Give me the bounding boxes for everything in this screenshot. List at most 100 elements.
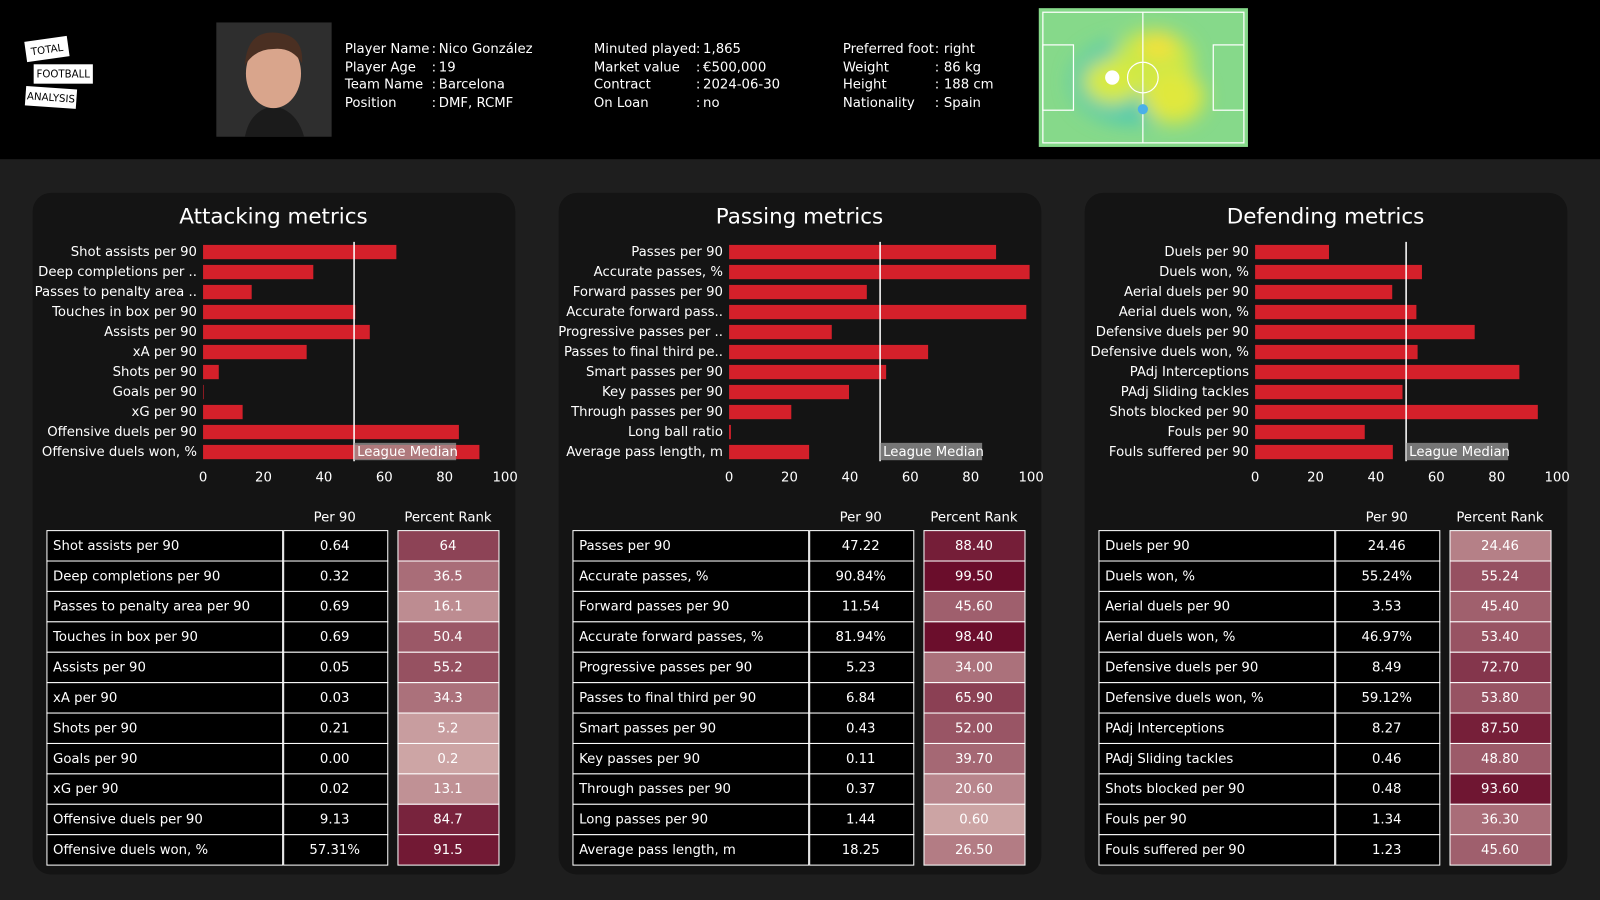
rank-value: 87.50 (1481, 721, 1519, 736)
rank-cell (923, 621, 1026, 653)
info-separator: : (696, 96, 700, 111)
table-cell (283, 560, 389, 592)
info-label: Weight (843, 60, 889, 75)
bar (203, 244, 397, 260)
column-header: Percent Rank (404, 510, 491, 525)
rank-cell (397, 621, 500, 653)
x-tick-label: 20 (255, 471, 272, 486)
x-tick-label: 40 (1367, 471, 1384, 486)
bar (1255, 244, 1329, 260)
rank-cell (397, 712, 500, 744)
table-cell (809, 712, 915, 744)
per90-value: 0.21 (320, 721, 350, 736)
median-label: League Median (883, 445, 984, 460)
rank-cell (1449, 621, 1552, 653)
x-tick-label: 0 (1251, 471, 1259, 486)
table-cell (283, 803, 389, 836)
bar (1255, 304, 1417, 320)
metric-name: xA per 90 (53, 691, 117, 706)
table-cell (572, 712, 810, 744)
avg-position (1137, 104, 1148, 115)
photo-hair (244, 32, 303, 66)
table-cell (283, 590, 389, 623)
info-separator: : (935, 78, 939, 93)
x-tick-label: 0 (725, 471, 733, 486)
rank-value: 53.80 (1481, 691, 1519, 706)
logo-text: ANALYSIS (27, 91, 76, 105)
table-cell (46, 773, 284, 805)
x-tick-label: 100 (1544, 471, 1569, 486)
table-cell (46, 590, 284, 623)
bar (203, 264, 314, 280)
column-header: Percent Rank (930, 510, 1017, 525)
rank-cell (1449, 651, 1552, 684)
rank-cell (923, 590, 1026, 623)
y-tick-label: Smart passes per 90 (586, 365, 723, 380)
y-tick-label: Offensive duels won, % (42, 445, 197, 460)
per90-value: 1.44 (846, 813, 876, 828)
pitch-line (1212, 44, 1245, 111)
rank-value: 50.4 (433, 630, 463, 645)
pitch-line (1042, 44, 1075, 111)
y-tick-label: Defensive duels per 90 (1096, 325, 1249, 340)
rank-cell (923, 742, 1026, 775)
per90-value: 46.97% (1361, 630, 1412, 645)
info-label: Height (843, 78, 887, 93)
rank-value: 98.40 (955, 630, 993, 645)
metric-name: Smart passes per 90 (579, 721, 716, 736)
column-header: Per 90 (1366, 510, 1408, 525)
info-value: Spain (944, 96, 981, 111)
y-tick-label: Fouls per 90 (1167, 425, 1249, 440)
per90-value: 0.43 (846, 721, 876, 736)
bar (1255, 344, 1418, 360)
bar (1255, 384, 1403, 400)
median-label-bg (1406, 442, 1509, 461)
column-header: Percent Rank (1456, 510, 1543, 525)
metric-name: Progressive passes per 90 (579, 661, 752, 676)
table-cell (809, 530, 915, 562)
table-cell (809, 621, 915, 653)
x-tick-label: 20 (1307, 471, 1324, 486)
y-tick-label: Passes to final third pe.. (564, 345, 723, 360)
y-tick-label: Accurate passes, % (594, 265, 723, 280)
metric-name: Fouls suffered per 90 (1105, 843, 1245, 858)
column-header: Per 90 (314, 510, 356, 525)
x-tick-label: 100 (492, 471, 517, 486)
y-tick-label: Forward passes per 90 (573, 285, 723, 300)
metric-name: Aerial duels per 90 (1105, 600, 1230, 615)
per90-value: 11.54 (842, 600, 880, 615)
y-tick-label: Touches in box per 90 (51, 305, 197, 320)
rank-value: 53.40 (1481, 630, 1519, 645)
y-tick-label: PAdj Interceptions (1130, 365, 1249, 380)
rank-value: 24.46 (1481, 539, 1519, 554)
table-cell (46, 560, 284, 592)
table-cell (1335, 834, 1441, 866)
rank-cell (923, 560, 1026, 592)
y-tick-label: xG per 90 (132, 405, 197, 420)
rank-value: 52.00 (955, 721, 993, 736)
panel-title: Attacking metrics (179, 204, 367, 229)
table-cell (809, 834, 915, 866)
rank-value: 88.40 (955, 539, 993, 554)
table-cell (1098, 773, 1336, 805)
info-label: Market value (594, 60, 680, 75)
y-tick-label: Deep completions per .. (38, 265, 197, 280)
table-cell (572, 834, 810, 866)
info-label: Team Name (344, 78, 423, 93)
bar (729, 344, 929, 360)
rank-value: 45.60 (955, 600, 993, 615)
per90-value: 0.32 (320, 569, 350, 584)
table-cell (809, 560, 915, 592)
x-tick-label: 40 (841, 471, 858, 486)
bar (1255, 404, 1538, 420)
info-separator: : (432, 78, 436, 93)
table-cell (1335, 651, 1441, 684)
table-cell (46, 742, 284, 775)
pitch-lines (1042, 11, 1245, 144)
rank-value: 36.30 (1481, 813, 1519, 828)
table-cell (1098, 590, 1336, 623)
per90-value: 0.37 (846, 782, 876, 797)
bar (203, 384, 204, 400)
